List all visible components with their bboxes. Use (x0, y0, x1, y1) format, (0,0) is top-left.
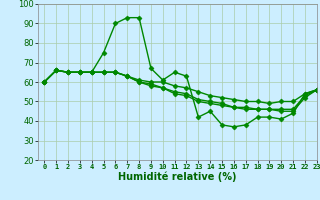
X-axis label: Humidité relative (%): Humidité relative (%) (118, 172, 237, 182)
